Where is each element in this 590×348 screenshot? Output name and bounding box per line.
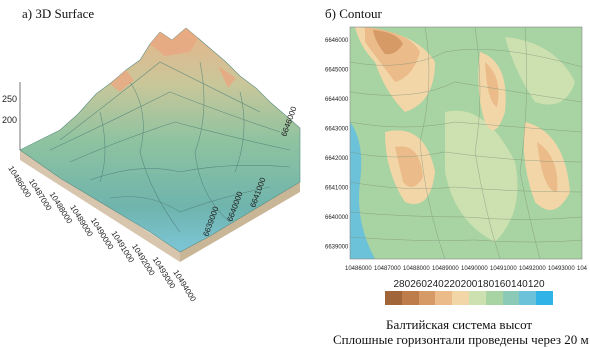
contour-panel-title: б) Contour xyxy=(325,6,382,21)
contour-y-tick: 6644000 xyxy=(325,97,349,103)
legend-label: 240 xyxy=(427,279,444,290)
legend-label: 220 xyxy=(443,279,461,290)
contour-y-ticks: 6646000 6645000 6644000 6643000 6642000 66410… xyxy=(325,38,349,251)
legend-swatch xyxy=(502,291,520,305)
legend-label: 280 xyxy=(393,279,411,290)
legend-label: 180 xyxy=(477,279,495,290)
contour-x-tick: 1049400 xyxy=(577,266,587,272)
contour-y-tick: 6643000 xyxy=(325,127,349,133)
legend-label: 120 xyxy=(527,279,545,290)
legend-swatch xyxy=(452,291,469,305)
contour-map: 6646000 6645000 6644000 6643000 6642000 66410… xyxy=(325,26,587,272)
surface-peaks xyxy=(110,28,236,92)
contour-zone-green xyxy=(445,110,518,242)
contour-x-tick: 10489000 xyxy=(432,266,459,272)
legend-swatch xyxy=(435,291,453,305)
contour-y-tick: 6642000 xyxy=(325,156,349,162)
surface-panel-title: а) 3D Surface xyxy=(22,6,95,21)
contour-zone-peak-1 xyxy=(373,30,403,55)
legend-swatch xyxy=(519,291,537,305)
contour-y-tick: 6640000 xyxy=(325,215,349,221)
legend-swatch xyxy=(536,291,553,305)
legend-color-bar xyxy=(385,291,553,305)
contour-x-tick: 10488000 xyxy=(403,266,430,272)
legend-labels: 280 260 240 220 200 180 160 140 120 xyxy=(381,279,557,291)
caption-height-system: Балтийская система высот xyxy=(386,317,533,332)
surface-terrain xyxy=(19,27,301,253)
surface-base-right xyxy=(180,182,300,262)
contour-zone-low xyxy=(350,122,375,259)
contour-zone-green-2 xyxy=(505,37,575,105)
contour-y-tick: 6645000 xyxy=(325,68,349,74)
legend-label: 160 xyxy=(494,279,511,290)
legend-label: 140 xyxy=(511,279,528,290)
surface-3d-plot: 250 200 10486000104870001048800010489000… xyxy=(2,27,301,304)
contour-zone-high-4 xyxy=(537,142,558,192)
contour-y-tick: 6639000 xyxy=(325,245,349,251)
legend-swatch xyxy=(485,291,503,305)
contour-y-tick: 6646000 xyxy=(325,38,349,44)
surface-z-tick-2: 200 xyxy=(2,115,17,125)
contour-zone-high-3 xyxy=(395,146,423,187)
contour-x-tick: 10492000 xyxy=(519,266,546,272)
legend-label: 200 xyxy=(460,279,478,290)
legend-label: 260 xyxy=(410,279,427,290)
surface-contour-lines xyxy=(49,61,291,233)
legend-swatch xyxy=(401,291,419,305)
caption-contour-interval: Сплошные горизонтали проведены через 20 … xyxy=(333,332,589,347)
contour-x-ticks: 10486000 10487000 10488000 10489000 10490000… xyxy=(345,266,587,272)
contour-x-tick: 10490000 xyxy=(461,266,488,272)
contour-isolines xyxy=(350,27,582,259)
contour-frame xyxy=(349,26,583,260)
contour-y-tick: 6641000 xyxy=(325,186,349,192)
legend-swatch xyxy=(418,291,436,305)
legend-swatch xyxy=(468,291,486,305)
contour-x-tick: 10491000 xyxy=(490,266,517,272)
contour-x-tick: 10486000 xyxy=(345,266,372,272)
contour-x-tick: 10493000 xyxy=(548,266,575,272)
surface-z-tick-1: 250 xyxy=(2,94,17,104)
contour-zone-high-2 xyxy=(485,62,499,107)
legend-swatch xyxy=(385,291,402,305)
contour-x-tick: 10487000 xyxy=(374,266,401,272)
